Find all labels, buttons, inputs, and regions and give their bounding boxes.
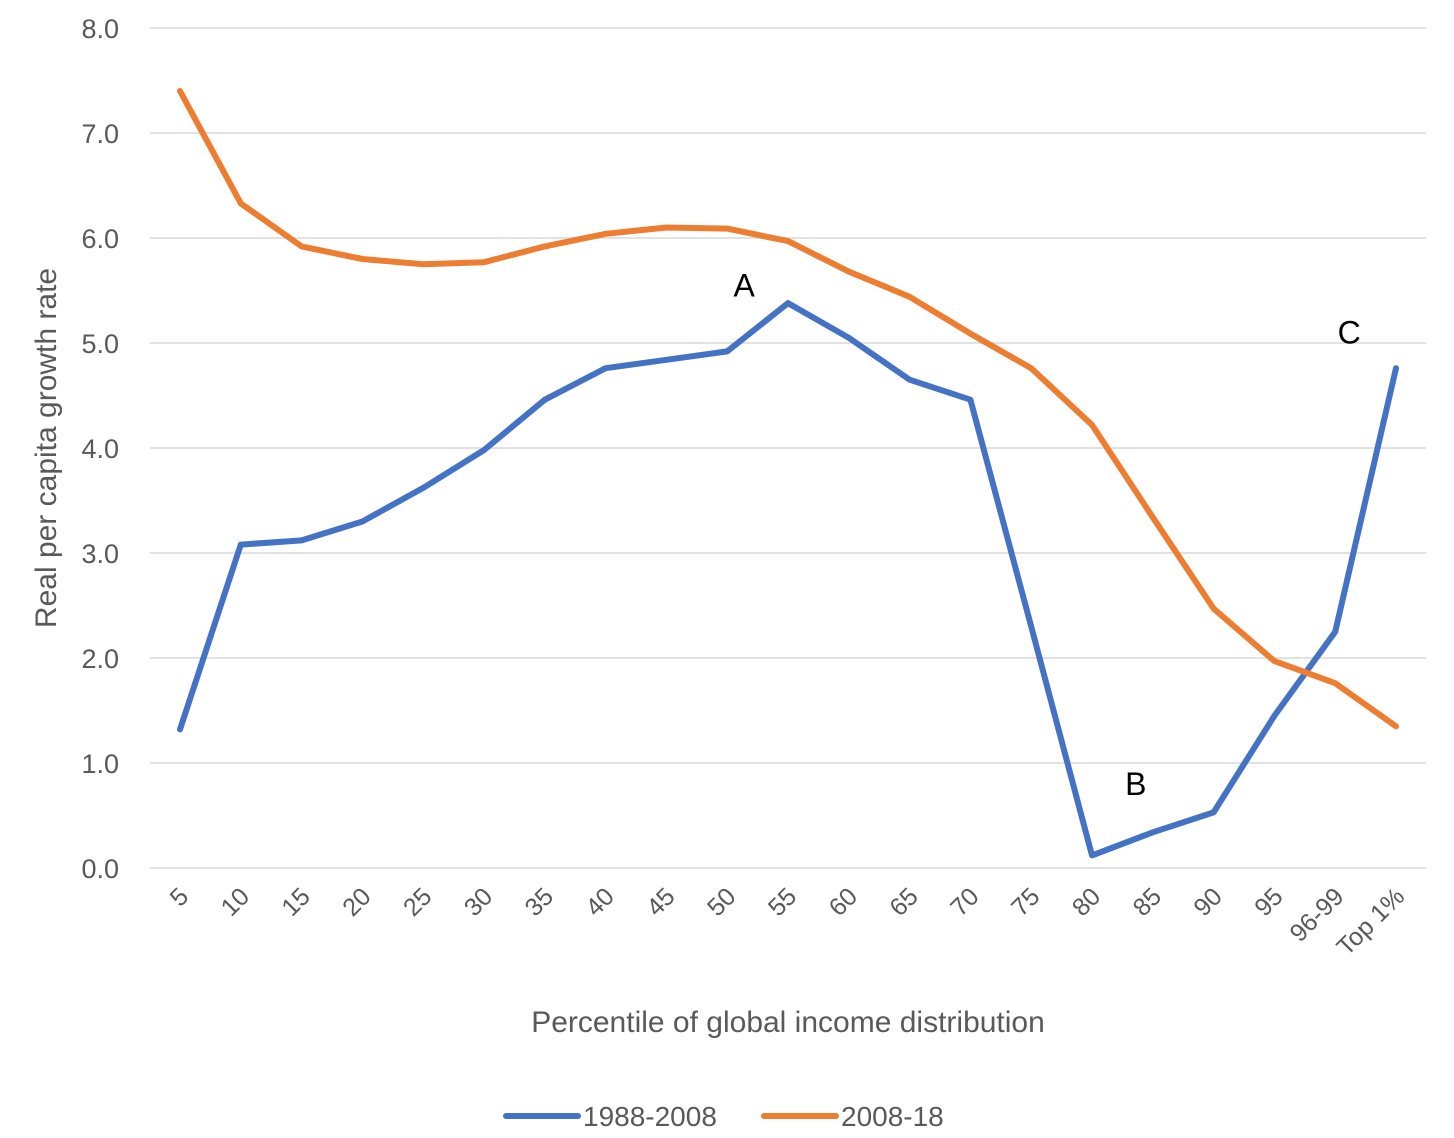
x-tick-label: 95 [1249, 882, 1288, 921]
y-tick-label: 6.0 [81, 224, 119, 254]
x-axis-title: Percentile of global income distribution [531, 1006, 1045, 1039]
x-axis-ticks: 5 10 15 20 25 30 35 40 45 50 55 60 65 70 75 80 85 90 9596-… [165, 882, 1411, 961]
y-tick-label: 4.0 [81, 434, 119, 464]
x-tick-label: Top 1% [1331, 882, 1410, 961]
x-tick-label: 65 [884, 882, 923, 921]
y-axis-title: Real per capita growth rate [30, 268, 63, 628]
y-tick-label: 5.0 [81, 329, 119, 359]
x-tick-label: 75 [1006, 882, 1045, 921]
x-tick-label: 20 [337, 882, 376, 921]
legend: 1988-2008 2008-18 [503, 1101, 944, 1132]
x-tick-label: 70 [945, 882, 984, 921]
gridlines [150, 27, 1426, 869]
y-tick-label: 8.0 [81, 14, 119, 44]
x-tick-label: 5 [165, 882, 195, 912]
x-tick-label: 40 [580, 882, 619, 921]
x-tick-label: 25 [398, 882, 437, 921]
annotation-b: B [1125, 766, 1146, 802]
series-lines [177, 88, 1399, 859]
x-tick-label: 50 [702, 882, 741, 921]
x-tick-label: 90 [1188, 882, 1227, 921]
x-tick-label: 85 [1128, 882, 1167, 921]
x-tick-label: 10 [216, 882, 255, 921]
legend-label-2008-18: 2008-18 [841, 1101, 944, 1132]
x-tick-label: 80 [1067, 882, 1106, 921]
x-tick-label: 15 [276, 882, 315, 921]
annotations: A B C [734, 267, 1361, 802]
y-tick-label: 1.0 [81, 749, 119, 779]
x-tick-label: 35 [520, 882, 559, 921]
legend-label-1988-2008: 1988-2008 [583, 1101, 717, 1132]
series-line-2008-18 [177, 88, 1399, 730]
y-tick-label: 3.0 [81, 539, 119, 569]
x-tick-label: 60 [824, 882, 863, 921]
y-tick-label: 7.0 [81, 119, 119, 149]
y-tick-label: 2.0 [81, 644, 119, 674]
annotation-a: A [734, 267, 756, 303]
x-tick-label: 55 [763, 882, 802, 921]
series-line-1988-2008 [177, 300, 1399, 859]
x-tick-label: 30 [459, 882, 498, 921]
y-tick-label: 0.0 [81, 854, 119, 884]
annotation-c: C [1338, 315, 1361, 351]
y-axis-ticks: 0.0 1.0 2.0 3.0 4.0 5.0 6.0 7.0 8.0 [81, 14, 119, 884]
x-tick-label: 45 [641, 882, 680, 921]
